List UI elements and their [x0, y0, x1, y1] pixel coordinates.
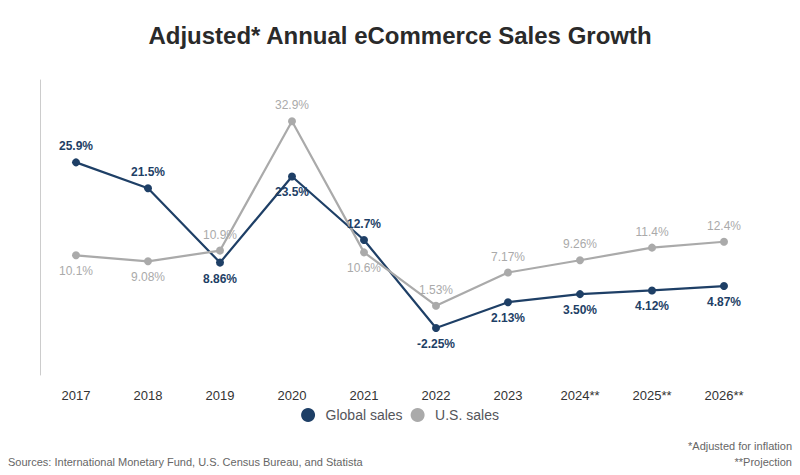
svg-text:Adjusted* Annual eCommerce Sal: Adjusted* Annual eCommerce Sales Growth: [148, 22, 651, 49]
svg-text:2017: 2017: [62, 388, 91, 403]
svg-text:4.12%: 4.12%: [635, 299, 669, 313]
svg-text:*Adjusted for inflation: *Adjusted for inflation: [688, 440, 792, 452]
svg-text:-2.25%: -2.25%: [417, 337, 455, 351]
svg-text:12.4%: 12.4%: [707, 219, 741, 233]
svg-text:25.9%: 25.9%: [59, 139, 93, 153]
svg-text:21.5%: 21.5%: [131, 165, 165, 179]
svg-text:1.53%: 1.53%: [419, 283, 453, 297]
svg-text:2023: 2023: [494, 388, 523, 403]
svg-text:10.1%: 10.1%: [59, 264, 93, 278]
svg-text:U.S. sales: U.S. sales: [435, 407, 499, 423]
svg-text:8.86%: 8.86%: [203, 272, 237, 286]
svg-text:23.5%: 23.5%: [275, 185, 309, 199]
svg-text:2.13%: 2.13%: [491, 311, 525, 325]
svg-text:3.50%: 3.50%: [563, 303, 597, 317]
svg-text:2025**: 2025**: [632, 388, 671, 403]
svg-text:2020: 2020: [278, 388, 307, 403]
svg-text:4.87%: 4.87%: [707, 295, 741, 309]
svg-text:10.9%: 10.9%: [203, 228, 237, 242]
svg-text:12.7%: 12.7%: [347, 217, 381, 231]
svg-text:**Projection: **Projection: [735, 456, 792, 468]
svg-text:2024**: 2024**: [560, 388, 599, 403]
svg-text:9.26%: 9.26%: [563, 237, 597, 251]
svg-text:2018: 2018: [134, 388, 163, 403]
svg-text:10.6%: 10.6%: [347, 261, 381, 275]
svg-text:2022: 2022: [422, 388, 451, 403]
svg-text:2019: 2019: [206, 388, 235, 403]
svg-text:Sources: International Monetar: Sources: International Monetary Fund, U.…: [8, 456, 364, 468]
svg-text:2026**: 2026**: [704, 388, 743, 403]
svg-text:Global sales: Global sales: [326, 407, 403, 423]
svg-text:11.4%: 11.4%: [635, 225, 668, 239]
svg-text:2021: 2021: [350, 388, 379, 403]
svg-text:7.17%: 7.17%: [491, 250, 525, 264]
svg-text:9.08%: 9.08%: [131, 270, 165, 284]
svg-text:32.9%: 32.9%: [275, 98, 309, 112]
